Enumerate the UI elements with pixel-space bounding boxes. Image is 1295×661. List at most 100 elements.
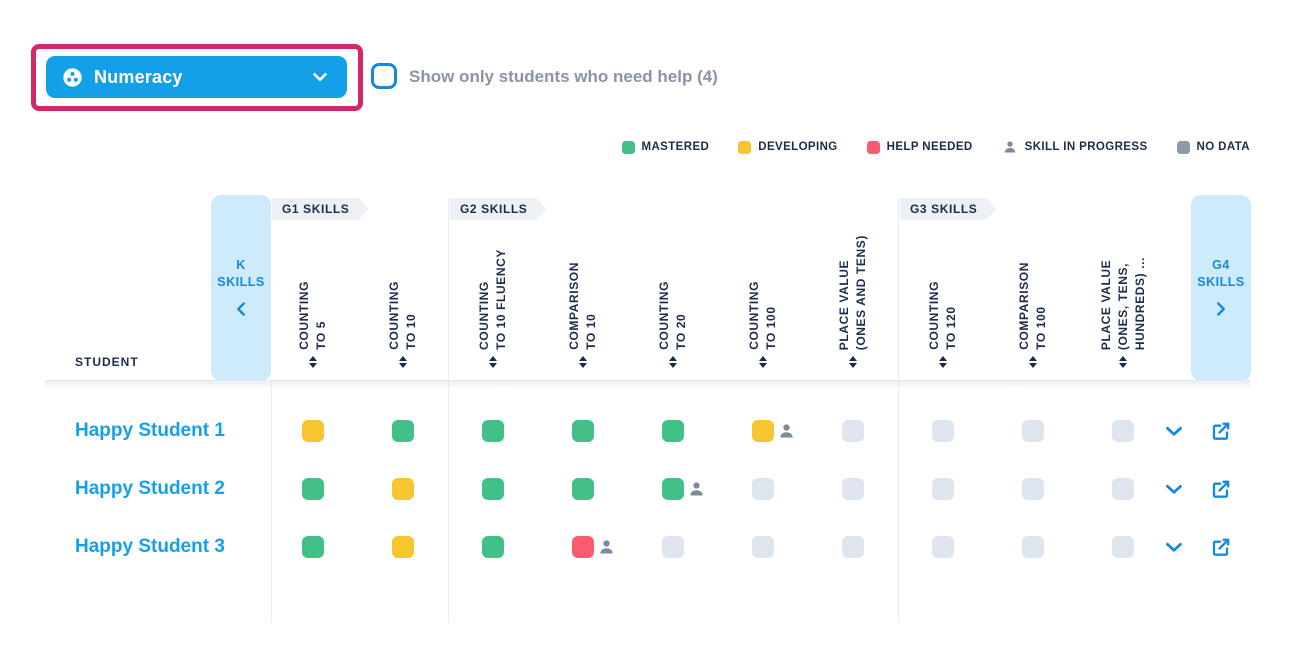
status-square-no-data xyxy=(932,536,954,558)
column-header-counting-to-10-fluency[interactable]: COUNTING TO 10 FLUENCY xyxy=(448,228,538,375)
open-student-report-button[interactable] xyxy=(1208,534,1234,560)
prev-grade-k-skills-button[interactable]: K SKILLS xyxy=(211,195,271,381)
student-name-link[interactable]: Happy Student 1 xyxy=(75,420,225,441)
sort-icon[interactable] xyxy=(399,356,407,368)
column-header-comparison-to-10[interactable]: COMPARISON TO 10 xyxy=(538,228,628,375)
expand-row-button[interactable] xyxy=(1161,534,1187,560)
legend-item-help-needed: HELP NEEDED xyxy=(866,140,973,154)
expand-row-button[interactable] xyxy=(1161,476,1187,502)
skill-cell-mastered[interactable] xyxy=(628,402,718,460)
status-square-mastered xyxy=(662,420,684,442)
k-skills-label: K SKILLS xyxy=(217,257,265,289)
student-row: Happy Student 3 xyxy=(0,518,1295,576)
status-square-no-data xyxy=(842,478,864,500)
next-grade-g4-skills-button[interactable]: G4 SKILLS xyxy=(1191,195,1251,381)
student-name-link[interactable]: Happy Student 2 xyxy=(75,478,225,499)
annotation-highlight-box xyxy=(31,44,363,111)
skill-cell-no-data[interactable] xyxy=(808,460,898,518)
mastered-swatch xyxy=(621,140,635,154)
subject-dropdown[interactable]: Numeracy xyxy=(46,56,347,98)
open-student-report-button[interactable] xyxy=(1208,418,1234,444)
skill-in-progress-person-icon xyxy=(690,482,703,496)
status-square-developing xyxy=(392,478,414,500)
student-row: Happy Student 1 xyxy=(0,402,1295,460)
numeracy-icon xyxy=(63,67,82,87)
skill-cell-no-data[interactable] xyxy=(718,460,808,518)
legend-item-no-data: NO DATA xyxy=(1176,140,1250,154)
legend-label: SKILL IN PROGRESS xyxy=(1024,141,1148,153)
sort-icon[interactable] xyxy=(669,356,677,368)
skill-cell-no-data[interactable] xyxy=(1078,518,1168,576)
status-square-mastered xyxy=(302,536,324,558)
sort-icon[interactable] xyxy=(579,356,587,368)
skill-cell-no-data[interactable] xyxy=(898,460,988,518)
external-link-icon xyxy=(1212,538,1230,556)
skill-cell-no-data[interactable] xyxy=(988,518,1078,576)
no-data-swatch xyxy=(1176,140,1190,154)
sort-icon[interactable] xyxy=(939,356,947,368)
column-header-comparison-to-100[interactable]: COMPARISON TO 100 xyxy=(988,228,1078,375)
sort-icon[interactable] xyxy=(759,356,767,368)
column-header-counting-to-100[interactable]: COUNTING TO 100 xyxy=(718,228,808,375)
skill-cell-mastered[interactable] xyxy=(268,460,358,518)
status-square-no-data xyxy=(1022,536,1044,558)
skill-cell-developing[interactable] xyxy=(358,518,448,576)
header-shadow xyxy=(45,381,1250,390)
skill-cell-mastered[interactable] xyxy=(538,460,628,518)
column-header-place-value-ones-tens-hundreds[interactable]: PLACE VALUE (ONES, TENS, HUNDREDS) ... xyxy=(1078,228,1168,375)
skill-cell-mastered[interactable] xyxy=(538,402,628,460)
skill-cells xyxy=(268,460,1168,518)
skill-cell-no-data[interactable] xyxy=(1078,402,1168,460)
skill-cell-no-data[interactable] xyxy=(808,402,898,460)
skill-cell-no-data[interactable] xyxy=(808,518,898,576)
status-square-mastered xyxy=(482,478,504,500)
legend-item-skill-in-progress: SKILL IN PROGRESS xyxy=(1002,139,1148,155)
sort-icon[interactable] xyxy=(849,356,857,368)
group-separator-g1 xyxy=(271,381,272,622)
skill-cell-developing[interactable] xyxy=(358,460,448,518)
skill-cell-mastered[interactable] xyxy=(358,402,448,460)
need-help-checkbox[interactable] xyxy=(371,63,397,89)
sort-icon[interactable] xyxy=(1119,356,1127,368)
status-square-developing xyxy=(392,536,414,558)
column-header-counting-to-5[interactable]: COUNTING TO 5 xyxy=(268,228,358,375)
column-header-place-value-ones-tens[interactable]: PLACE VALUE (ONES AND TENS) xyxy=(808,228,898,375)
skill-cell-no-data[interactable] xyxy=(988,460,1078,518)
external-link-icon xyxy=(1212,480,1230,498)
group-separator-g2 xyxy=(448,198,449,622)
skill-cell-mastered[interactable] xyxy=(628,460,718,518)
skill-cell-mastered[interactable] xyxy=(268,518,358,576)
sort-icon[interactable] xyxy=(489,356,497,368)
person-icon xyxy=(1004,141,1015,153)
skill-cell-no-data[interactable] xyxy=(628,518,718,576)
sort-icon[interactable] xyxy=(1029,356,1037,368)
skill-cell-mastered[interactable] xyxy=(448,518,538,576)
skill-cell-no-data[interactable] xyxy=(898,518,988,576)
skill-cell-no-data[interactable] xyxy=(718,518,808,576)
status-square-no-data xyxy=(842,420,864,442)
student-name-link[interactable]: Happy Student 3 xyxy=(75,536,225,557)
skill-cell-help-needed[interactable] xyxy=(538,518,628,576)
skill-cell-no-data[interactable] xyxy=(988,402,1078,460)
skill-cell-developing[interactable] xyxy=(268,402,358,460)
external-link-icon xyxy=(1212,422,1230,440)
status-square-mastered xyxy=(302,478,324,500)
skill-cell-mastered[interactable] xyxy=(448,460,538,518)
group-separator-g3 xyxy=(898,198,899,622)
developing-swatch xyxy=(738,140,752,154)
sort-icon[interactable] xyxy=(309,356,317,368)
status-square-no-data xyxy=(842,536,864,558)
status-square-no-data xyxy=(1112,420,1134,442)
skill-cell-no-data[interactable] xyxy=(1078,460,1168,518)
column-header-counting-to-20[interactable]: COUNTING TO 20 xyxy=(628,228,718,375)
expand-row-button[interactable] xyxy=(1161,418,1187,444)
open-student-report-button[interactable] xyxy=(1208,476,1234,502)
skill-cell-developing[interactable] xyxy=(718,402,808,460)
skill-cell-no-data[interactable] xyxy=(898,402,988,460)
skill-cell-mastered[interactable] xyxy=(448,402,538,460)
column-header-counting-to-120[interactable]: COUNTING TO 120 xyxy=(898,228,988,375)
group-tag-g3-skills: G3 SKILLS xyxy=(900,198,996,220)
column-header-counting-to-10[interactable]: COUNTING TO 10 xyxy=(358,228,448,375)
student-row: Happy Student 2 xyxy=(0,460,1295,518)
